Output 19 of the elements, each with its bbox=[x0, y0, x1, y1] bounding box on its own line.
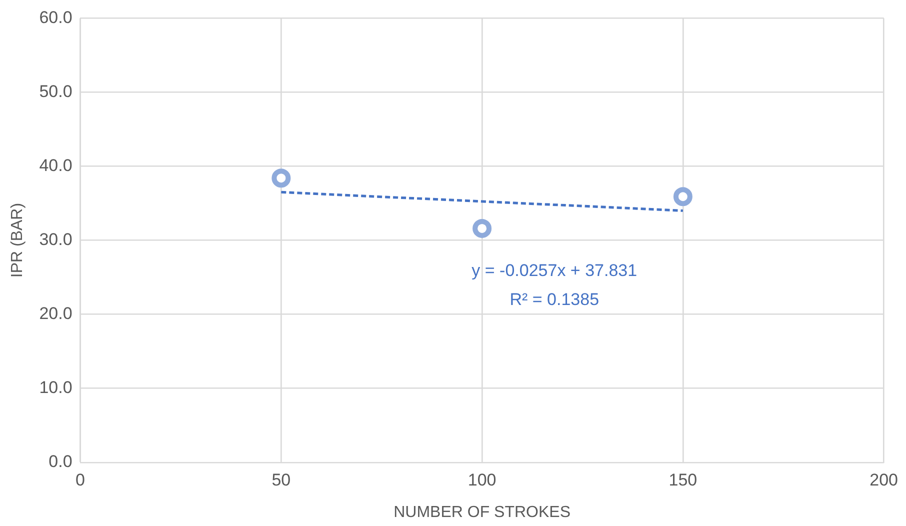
y-tick-label: 40.0 bbox=[39, 156, 72, 175]
y-tick-label: 50.0 bbox=[39, 82, 72, 101]
x-tick-label: 150 bbox=[668, 470, 698, 490]
x-tick-label: 50 bbox=[272, 470, 291, 490]
y-tick-label: 10.0 bbox=[39, 378, 72, 398]
x-tick-label: 0 bbox=[76, 470, 86, 490]
y-axis-title: IPR (BAR) bbox=[9, 202, 26, 278]
x-tick-label: 200 bbox=[870, 470, 898, 490]
point bbox=[673, 187, 692, 206]
y-tick-label: 20.0 bbox=[39, 304, 72, 324]
y-tick-label: 30.0 bbox=[39, 230, 72, 249]
point bbox=[472, 218, 492, 238]
y-tick-label: 60.0 bbox=[39, 8, 72, 27]
x-axis-title: NUMBER OF STROKES bbox=[394, 504, 571, 521]
annotation: R² = 0.1385 bbox=[510, 290, 600, 310]
point bbox=[272, 168, 291, 188]
y-tick-label: 0.0 bbox=[48, 452, 72, 472]
x-tick-label: 100 bbox=[468, 470, 496, 490]
annotation: y = -0.0257x + 37.831 bbox=[472, 261, 638, 280]
